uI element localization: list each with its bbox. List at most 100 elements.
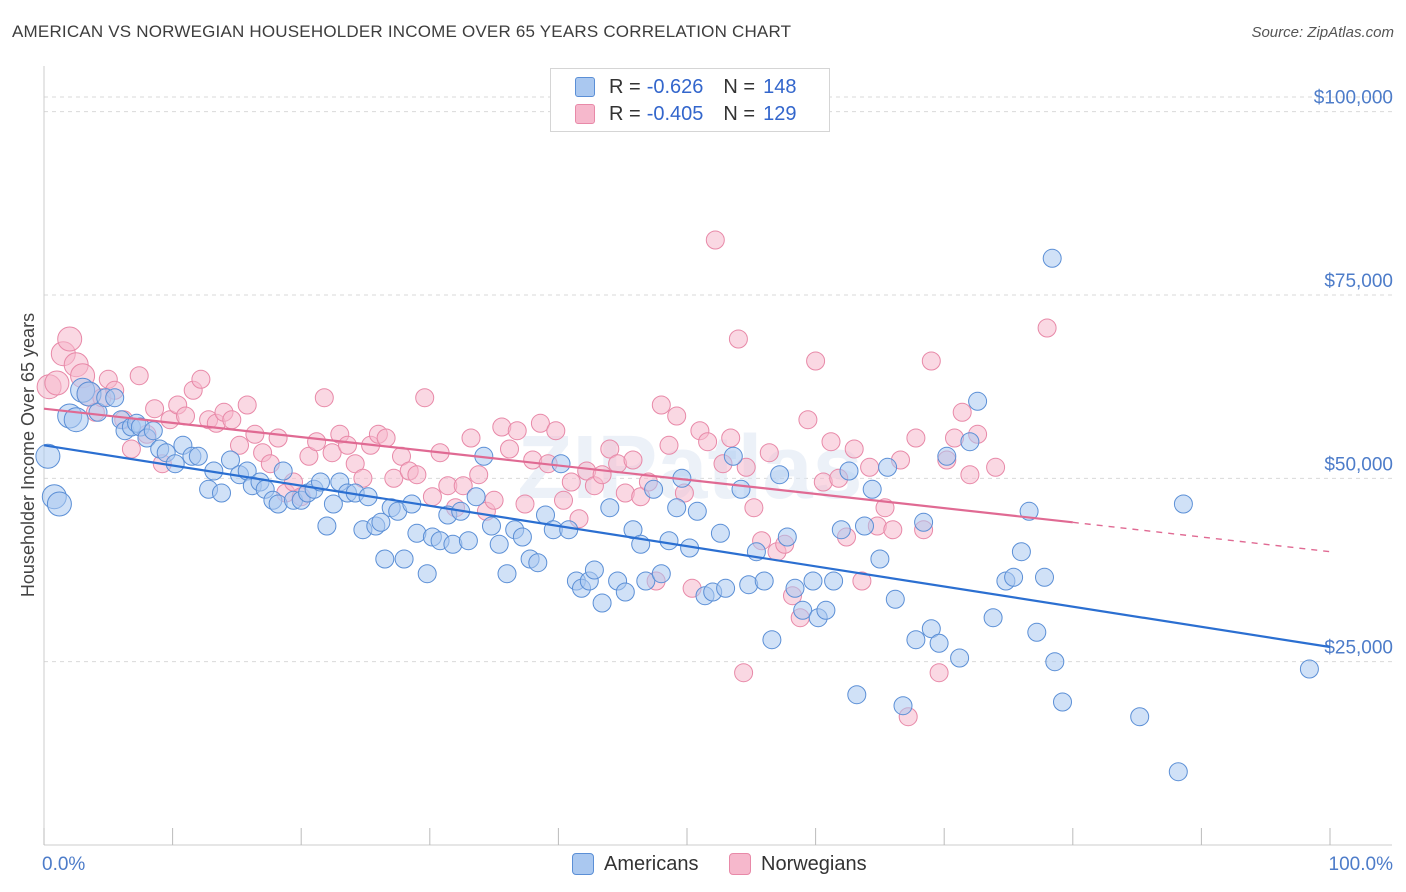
americans-point: [1053, 692, 1072, 712]
chart-title: AMERICAN VS NORWEGIAN HOUSEHOLDER INCOME…: [12, 22, 792, 41]
norwegians-point: [415, 388, 435, 408]
norwegians-point: [759, 443, 779, 463]
norwegians-point: [461, 428, 481, 448]
norwegians-point: [952, 402, 972, 422]
legend-row-americans: R = -0.626 N = 148: [575, 74, 796, 100]
americans-point: [710, 523, 730, 543]
legend-item-norwegians[interactable]: Norwegians: [729, 852, 867, 876]
norwegians-point: [176, 406, 195, 426]
americans-point: [165, 454, 185, 474]
americans-point: [929, 633, 949, 653]
americans-point: [528, 553, 548, 573]
americans-point: [600, 498, 620, 518]
americans-legend-swatch: [572, 853, 594, 875]
norwegians-trend-line: [43, 407, 1073, 524]
r-value: -0.626: [646, 75, 704, 98]
americans-point: [323, 494, 343, 514]
americans-point: [466, 487, 486, 507]
americans-point: [762, 630, 782, 650]
americans-point: [88, 402, 108, 422]
n-value: 148: [763, 75, 797, 98]
norwegians-swatch: [575, 104, 595, 124]
americans-point: [770, 465, 790, 485]
americans-point: [687, 501, 707, 521]
norwegians-point: [345, 454, 365, 474]
norwegians-point: [554, 490, 573, 510]
y-tick-label: $50,000: [1324, 454, 1393, 475]
americans-point: [870, 549, 890, 569]
americans-point: [188, 446, 208, 466]
norwegians-point: [57, 326, 83, 352]
norwegians-point: [507, 421, 527, 441]
y-axis-label: Householder Income Over 65 years: [18, 313, 38, 597]
americans-point: [512, 527, 532, 547]
norwegians-point: [469, 465, 489, 485]
americans-point: [1042, 248, 1062, 268]
norwegians-point: [500, 439, 519, 459]
norwegians-legend-label: Norwegians: [761, 852, 867, 875]
americans-point: [1299, 659, 1319, 679]
americans-point: [960, 432, 980, 452]
norwegians-point: [230, 435, 249, 455]
y-tick-label: $100,000: [1314, 88, 1393, 109]
americans-point: [862, 479, 882, 499]
americans-point: [1004, 567, 1024, 587]
norwegians-point: [268, 428, 288, 448]
americans-point: [592, 593, 612, 613]
americans-point: [1019, 501, 1039, 521]
americans-point: [143, 421, 163, 441]
n-label: N =: [723, 75, 756, 98]
americans-point: [615, 582, 635, 602]
norwegians-point: [960, 465, 980, 485]
norwegians-point: [659, 435, 679, 455]
norwegians-point: [986, 457, 1006, 477]
americans-swatch: [575, 77, 595, 97]
norwegians-point: [623, 450, 643, 470]
americans-point: [847, 685, 867, 705]
americans-point: [754, 571, 774, 591]
americans-trend-line: [43, 444, 1331, 649]
americans-point: [893, 696, 913, 716]
norwegians-point: [322, 443, 342, 463]
americans-point: [1011, 542, 1031, 562]
norwegians-point: [906, 428, 926, 448]
norwegians-point: [245, 424, 265, 444]
legend-item-americans[interactable]: Americans: [572, 852, 698, 876]
norwegians-point: [806, 351, 826, 371]
norwegians-point: [844, 439, 864, 459]
americans-point: [1130, 707, 1150, 727]
y-tick-label: $25,000: [1324, 638, 1393, 659]
gridlines: [44, 96, 1392, 663]
norwegians-point: [384, 468, 404, 488]
americans-point: [816, 600, 836, 620]
norwegians-point: [484, 490, 504, 510]
y-axis-ticks: $25,000 $50,000 $75,000 $100,000: [1314, 88, 1393, 659]
trend-lines: [43, 407, 1331, 649]
americans-point: [273, 461, 293, 481]
americans-point: [723, 446, 743, 466]
americans-point: [878, 457, 898, 477]
norwegians-point: [821, 432, 841, 452]
norwegians-point: [860, 457, 880, 477]
r-value: -0.405: [646, 102, 704, 125]
norwegians-point: [1037, 318, 1057, 338]
norwegians-point: [929, 663, 949, 683]
americans-point: [731, 479, 751, 499]
norwegians-point: [744, 498, 764, 518]
americans-points: [35, 248, 1319, 782]
americans-point: [221, 450, 240, 470]
americans-point: [1168, 762, 1188, 782]
americans-point: [482, 516, 501, 536]
norwegians-point: [314, 388, 334, 408]
americans-point: [1173, 494, 1193, 514]
americans-point: [375, 549, 395, 569]
americans-point: [317, 516, 337, 536]
americans-point: [551, 454, 571, 474]
norwegians-point: [407, 465, 427, 485]
americans-point: [793, 600, 813, 620]
americans-point: [1027, 622, 1047, 642]
americans-point: [785, 578, 805, 598]
americans-point: [921, 619, 941, 639]
norwegians-point: [299, 446, 319, 466]
norwegians-point: [651, 395, 671, 415]
